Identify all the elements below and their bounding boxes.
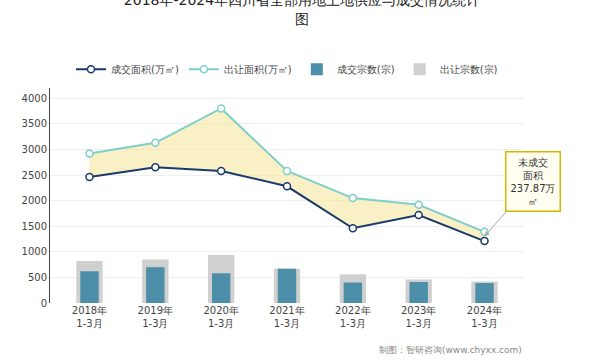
svg-text:1500: 1500 (22, 221, 47, 232)
svg-text:3500: 3500 (22, 118, 47, 129)
svg-text:2021年1-3月: 2021年1-3月 (269, 305, 304, 329)
svg-text:3000: 3000 (22, 144, 47, 155)
svg-text:4000: 4000 (22, 93, 47, 104)
svg-text:成交宗数(宗): 成交宗数(宗) (337, 64, 395, 75)
svg-text:未成交面积237.87万㎡: 未成交面积237.87万㎡ (511, 157, 556, 207)
svg-text:出让面积(万㎡): 出让面积(万㎡) (224, 64, 292, 75)
svg-text:制图：智研咨询(www.chyxx.com): 制图：智研咨询(www.chyxx.com) (379, 345, 522, 355)
svg-text:2018年1-3月: 2018年1-3月 (72, 305, 107, 329)
svg-text:1000: 1000 (22, 246, 47, 257)
svg-text:2000: 2000 (22, 195, 47, 206)
svg-text:成交面积(万㎡): 成交面积(万㎡) (111, 64, 179, 75)
svg-text:2022年1-3月: 2022年1-3月 (335, 305, 370, 329)
svg-text:2019年1-3月: 2019年1-3月 (138, 305, 173, 329)
svg-text:出让宗数(宗): 出让宗数(宗) (440, 64, 498, 75)
svg-text:2500: 2500 (22, 170, 47, 181)
svg-text:2020年1-3月: 2020年1-3月 (203, 305, 238, 329)
svg-text:0: 0 (41, 298, 47, 309)
svg-text:2018年-2024年四川省全部用地土地供应与成交情况统计图: 2018年-2024年四川省全部用地土地供应与成交情况统计图 (124, 0, 480, 27)
svg-text:500: 500 (28, 272, 47, 283)
svg-text:2023年1-3月: 2023年1-3月 (401, 305, 436, 329)
svg-text:2024年1-3月: 2024年1-3月 (467, 305, 502, 329)
